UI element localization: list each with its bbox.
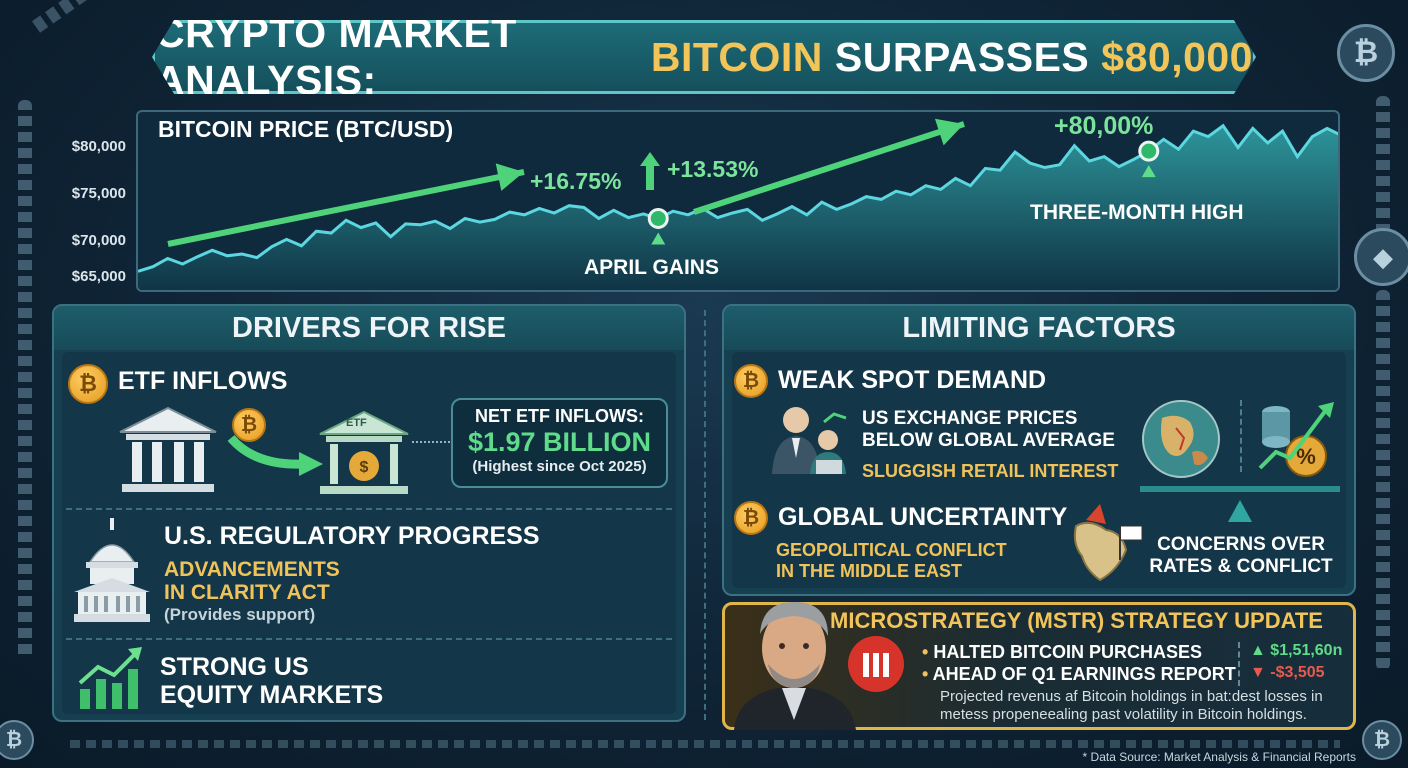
center-divider xyxy=(704,310,706,720)
text-line: IN THE MIDDLE EAST xyxy=(776,561,963,581)
up-triangle-icon: ▲ xyxy=(1250,642,1266,659)
etf-box-value: $1.97 BILLION xyxy=(467,427,652,457)
bitcoin-icon: ₿ xyxy=(734,501,768,535)
three-month-high-marker xyxy=(1138,140,1160,162)
mstr-heading: MICROSTRATEGY (MSTR) STRATEGY UPDATE xyxy=(830,608,1323,633)
y-tick-label: $65,000 xyxy=(71,268,126,285)
regulatory-detail: IN CLARITY ACT xyxy=(164,581,330,604)
weak-spot-demand-label: WEAK SPOT DEMAND xyxy=(778,366,1047,394)
title-part: BITCOIN xyxy=(650,33,823,80)
trend-arrow-head xyxy=(495,163,524,191)
gain-label: +13.53% xyxy=(667,156,759,182)
chain-left-decoration xyxy=(18,100,32,660)
chain-top-left-decoration xyxy=(31,0,131,33)
etf-inflows-label: ETF INFLOWS xyxy=(118,367,288,395)
gain-label: +80,00% xyxy=(1054,112,1154,140)
regulatory-progress-label: U.S. REGULATORY PROGRESS xyxy=(164,522,540,550)
text-line: RATES & CONFLICT xyxy=(1149,556,1333,577)
down-triangle-icon: ▼ xyxy=(1250,664,1266,681)
scale-beam xyxy=(1140,486,1340,492)
y-tick-label: $80,000 xyxy=(71,138,126,155)
title-part: $80,000 xyxy=(1101,33,1253,80)
equity-markets-label: STRONG US EQUITY MARKETS xyxy=(160,653,383,709)
growth-chart-icon xyxy=(76,645,146,711)
divider xyxy=(1240,400,1242,472)
mstr-bullets: • HALTED BITCOIN PURCHASES • AHEAD OF Q1… xyxy=(922,641,1236,685)
drivers-heading: DRIVERS FOR RISE xyxy=(232,312,506,344)
chain-right-bottom-decoration xyxy=(1376,290,1390,670)
text-line: CONCERNS OVER xyxy=(1157,534,1325,555)
april-gains-marker-pointer xyxy=(651,232,666,245)
bitcoin-corner-icon: ₿ xyxy=(0,720,34,760)
svg-text:$: $ xyxy=(360,459,369,476)
bullet-item: • HALTED BITCOIN PURCHASES xyxy=(922,642,1203,662)
capitol-building-icon xyxy=(72,518,152,624)
april-gains-label: APRIL GAINS xyxy=(584,256,719,279)
limiting-heading: LIMITING FACTORS xyxy=(902,312,1176,344)
bullet-item: • AHEAD OF Q1 EARNINGS REPORT xyxy=(922,664,1236,684)
etf-building-icon: $ xyxy=(318,410,410,496)
up-arrow-icon xyxy=(640,152,660,190)
global-uncertainty-label: GLOBAL UNCERTAINTY xyxy=(778,503,1068,531)
ethereum-badge-icon: ◆ xyxy=(1354,228,1408,286)
us-exchange-text: US EXCHANGE PRICES BELOW GLOBAL AVERAGE xyxy=(862,408,1115,452)
april-gains-marker xyxy=(647,207,669,229)
text-line: Projected revenus af Bitcoin holdings in… xyxy=(940,688,1323,705)
globe-icon xyxy=(1140,398,1222,480)
mstr-note: Projected revenus af Bitcoin holdings in… xyxy=(940,688,1323,724)
etf-building-label: ETF xyxy=(346,417,367,429)
y-tick-label: $75,000 xyxy=(71,185,126,202)
concerns-text: CONCERNS OVER RATES & CONFLICT xyxy=(1148,534,1334,578)
middle-east-map-icon xyxy=(1066,500,1146,584)
trend-arrow-head xyxy=(934,118,964,146)
geopolitical-text: GEOPOLITICAL CONFLICT IN THE MIDDLE EAST xyxy=(776,540,1007,582)
etf-box-note: (Highest since Oct 2025) xyxy=(472,458,647,475)
trend-arrow xyxy=(693,121,965,215)
bitcoin-icon: ₿ xyxy=(68,364,108,404)
stock-up-value: ▲ $1,51,60n xyxy=(1250,642,1343,659)
regulatory-detail: ADVANCEMENTS xyxy=(164,558,340,581)
bitcoin-coin-icon: ₿ xyxy=(232,408,266,442)
three-month-high-marker-pointer xyxy=(1141,165,1156,178)
text-line: US EXCHANGE PRICES xyxy=(862,408,1078,429)
stock-down-value: ▼ -$3,505 xyxy=(1250,664,1325,681)
y-tick-label: $70,000 xyxy=(71,232,126,249)
gain-label: +16.75% xyxy=(530,168,622,194)
divider xyxy=(66,638,672,640)
three-month-high-label: THREE-MONTH HIGH xyxy=(1030,201,1244,224)
chain-right-top-decoration xyxy=(1376,96,1390,246)
connector-line xyxy=(412,441,450,443)
rates-icon: % xyxy=(1256,398,1340,480)
sluggish-retail-text: SLUGGISH RETAIL INTEREST xyxy=(862,461,1119,481)
title-part: CRYPTO MARKET ANALYSIS: xyxy=(155,10,517,103)
chain-bottom-decoration xyxy=(70,740,1340,748)
trend-arrow xyxy=(167,169,525,247)
bank-icon xyxy=(118,406,218,496)
flow-arrow-icon xyxy=(225,430,325,480)
scale-pivot-icon xyxy=(1228,500,1252,522)
bitcoin-icon: ₿ xyxy=(734,364,768,398)
text-line: BELOW GLOBAL AVERAGE xyxy=(862,430,1115,451)
equity-line: STRONG US xyxy=(160,653,309,681)
price-chart-panel xyxy=(136,110,1340,292)
divider xyxy=(66,508,672,510)
price-chart xyxy=(138,118,1338,290)
svg-text:%: % xyxy=(1296,444,1316,469)
divider xyxy=(1238,642,1240,686)
regulatory-note: (Provides support) xyxy=(164,605,316,624)
data-source-footer: * Data Source: Market Analysis & Financi… xyxy=(1082,750,1356,764)
title-banner: CRYPTO MARKET ANALYSIS: BITCOIN SURPASSE… xyxy=(152,20,1256,94)
traders-icon xyxy=(766,402,854,476)
executive-portrait xyxy=(728,590,862,730)
chart-title: BITCOIN PRICE (BTC/USD) xyxy=(158,116,454,142)
title-part: SURPASSES xyxy=(834,33,1090,80)
text-line: metess propeneealing past volatility in … xyxy=(940,706,1307,723)
bitcoin-badge-icon: ₿ xyxy=(1337,24,1395,82)
bitcoin-corner-icon: ₿ xyxy=(1362,720,1402,760)
text-line: GEOPOLITICAL CONFLICT xyxy=(776,540,1007,560)
microstrategy-logo-icon xyxy=(848,636,904,692)
equity-line: EQUITY MARKETS xyxy=(160,681,384,709)
etf-box-title: NET ETF INFLOWS: xyxy=(475,406,644,426)
net-etf-inflows-box: NET ETF INFLOWS: $1.97 BILLION (Highest … xyxy=(451,398,668,488)
